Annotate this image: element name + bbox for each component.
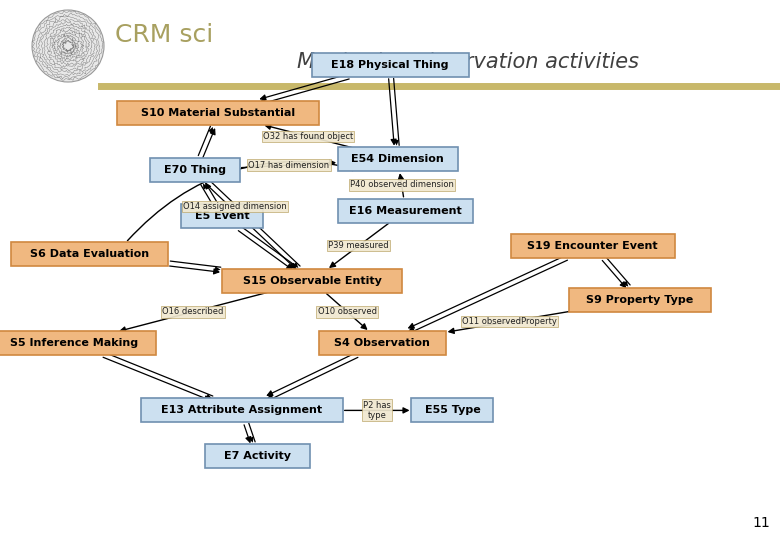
FancyArrowPatch shape [200, 185, 212, 204]
FancyBboxPatch shape [0, 331, 156, 355]
FancyBboxPatch shape [311, 53, 469, 77]
FancyArrowPatch shape [127, 161, 358, 241]
FancyArrowPatch shape [261, 79, 349, 104]
FancyArrowPatch shape [268, 355, 356, 399]
Text: 11: 11 [752, 516, 770, 530]
FancyArrowPatch shape [120, 293, 268, 332]
FancyArrowPatch shape [409, 255, 566, 328]
FancyArrowPatch shape [208, 183, 299, 268]
Text: S6 Data Evaluation: S6 Data Evaluation [30, 249, 149, 259]
Text: Monitoring observation activities: Monitoring observation activities [297, 52, 639, 72]
FancyArrowPatch shape [203, 184, 215, 202]
FancyBboxPatch shape [411, 399, 494, 422]
Text: E7 Activity: E7 Activity [224, 451, 291, 461]
FancyArrowPatch shape [200, 127, 213, 157]
FancyArrowPatch shape [242, 160, 335, 167]
Text: E70 Thing: E70 Thing [164, 165, 226, 175]
Text: O32 has found object: O32 has found object [263, 132, 353, 141]
Text: E55 Type: E55 Type [424, 406, 480, 415]
Text: E18 Physical Thing: E18 Physical Thing [332, 60, 448, 70]
Text: S15 Observable Entity: S15 Observable Entity [243, 276, 381, 286]
FancyBboxPatch shape [319, 331, 445, 355]
FancyBboxPatch shape [205, 444, 310, 468]
FancyArrowPatch shape [410, 260, 568, 333]
Text: O17 has dimension: O17 has dimension [248, 160, 329, 170]
FancyArrowPatch shape [211, 181, 300, 266]
FancyArrowPatch shape [104, 355, 212, 399]
FancyArrowPatch shape [105, 353, 213, 396]
FancyArrowPatch shape [327, 294, 367, 329]
FancyArrowPatch shape [170, 264, 221, 272]
Text: E16 Measurement: E16 Measurement [349, 206, 462, 215]
FancyArrowPatch shape [602, 260, 626, 287]
FancyArrowPatch shape [261, 74, 348, 100]
Text: O10 observed: O10 observed [317, 307, 377, 316]
FancyArrowPatch shape [207, 185, 296, 269]
FancyArrowPatch shape [246, 424, 254, 443]
FancyBboxPatch shape [151, 158, 239, 182]
FancyArrowPatch shape [399, 174, 403, 197]
FancyArrowPatch shape [198, 126, 211, 156]
Text: S9 Property Type: S9 Property Type [586, 295, 693, 305]
Text: P2 has
type: P2 has type [363, 401, 391, 420]
FancyBboxPatch shape [181, 204, 264, 228]
FancyArrowPatch shape [244, 425, 250, 442]
FancyArrowPatch shape [170, 261, 221, 267]
FancyArrowPatch shape [249, 423, 255, 442]
Circle shape [32, 10, 104, 82]
FancyArrowPatch shape [604, 259, 628, 287]
FancyBboxPatch shape [222, 269, 402, 293]
Text: E13 Attribute Assignment: E13 Attribute Assignment [161, 406, 322, 415]
FancyArrowPatch shape [330, 223, 388, 267]
FancyBboxPatch shape [118, 102, 319, 125]
FancyArrowPatch shape [449, 311, 571, 333]
FancyArrowPatch shape [239, 231, 292, 269]
FancyBboxPatch shape [339, 199, 473, 222]
FancyBboxPatch shape [338, 147, 458, 171]
Text: E5 Event: E5 Event [195, 211, 250, 221]
Text: S5 Inference Making: S5 Inference Making [10, 338, 138, 348]
FancyBboxPatch shape [511, 234, 675, 258]
Text: S19 Encounter Event: S19 Encounter Event [527, 241, 658, 251]
FancyArrowPatch shape [394, 78, 399, 145]
FancyArrowPatch shape [606, 257, 630, 285]
Text: CRM sci: CRM sci [115, 23, 213, 47]
FancyArrowPatch shape [170, 266, 219, 274]
FancyArrowPatch shape [260, 77, 349, 103]
FancyArrowPatch shape [203, 129, 215, 158]
FancyArrowPatch shape [241, 227, 296, 266]
FancyBboxPatch shape [11, 242, 168, 266]
Text: S10 Material Substantial: S10 Material Substantial [141, 109, 296, 118]
FancyArrowPatch shape [268, 353, 356, 395]
FancyArrowPatch shape [391, 78, 399, 145]
FancyArrowPatch shape [206, 184, 217, 201]
FancyArrowPatch shape [388, 79, 396, 144]
Text: O11 observedProperty: O11 observedProperty [462, 317, 557, 326]
FancyArrowPatch shape [239, 228, 295, 268]
Text: E54 Dimension: E54 Dimension [352, 154, 444, 164]
FancyBboxPatch shape [569, 288, 711, 312]
FancyArrowPatch shape [268, 357, 358, 401]
Text: S4 Observation: S4 Observation [335, 338, 430, 348]
Text: P40 observed dimension: P40 observed dimension [349, 180, 454, 190]
FancyArrowPatch shape [409, 258, 566, 331]
Text: O14 assigned dimension: O14 assigned dimension [183, 202, 286, 211]
FancyArrowPatch shape [265, 124, 352, 147]
Text: P39 measured: P39 measured [328, 241, 389, 250]
FancyBboxPatch shape [141, 399, 342, 422]
FancyArrowPatch shape [345, 408, 408, 413]
FancyArrowPatch shape [103, 357, 210, 401]
Text: O16 described: O16 described [162, 307, 224, 316]
